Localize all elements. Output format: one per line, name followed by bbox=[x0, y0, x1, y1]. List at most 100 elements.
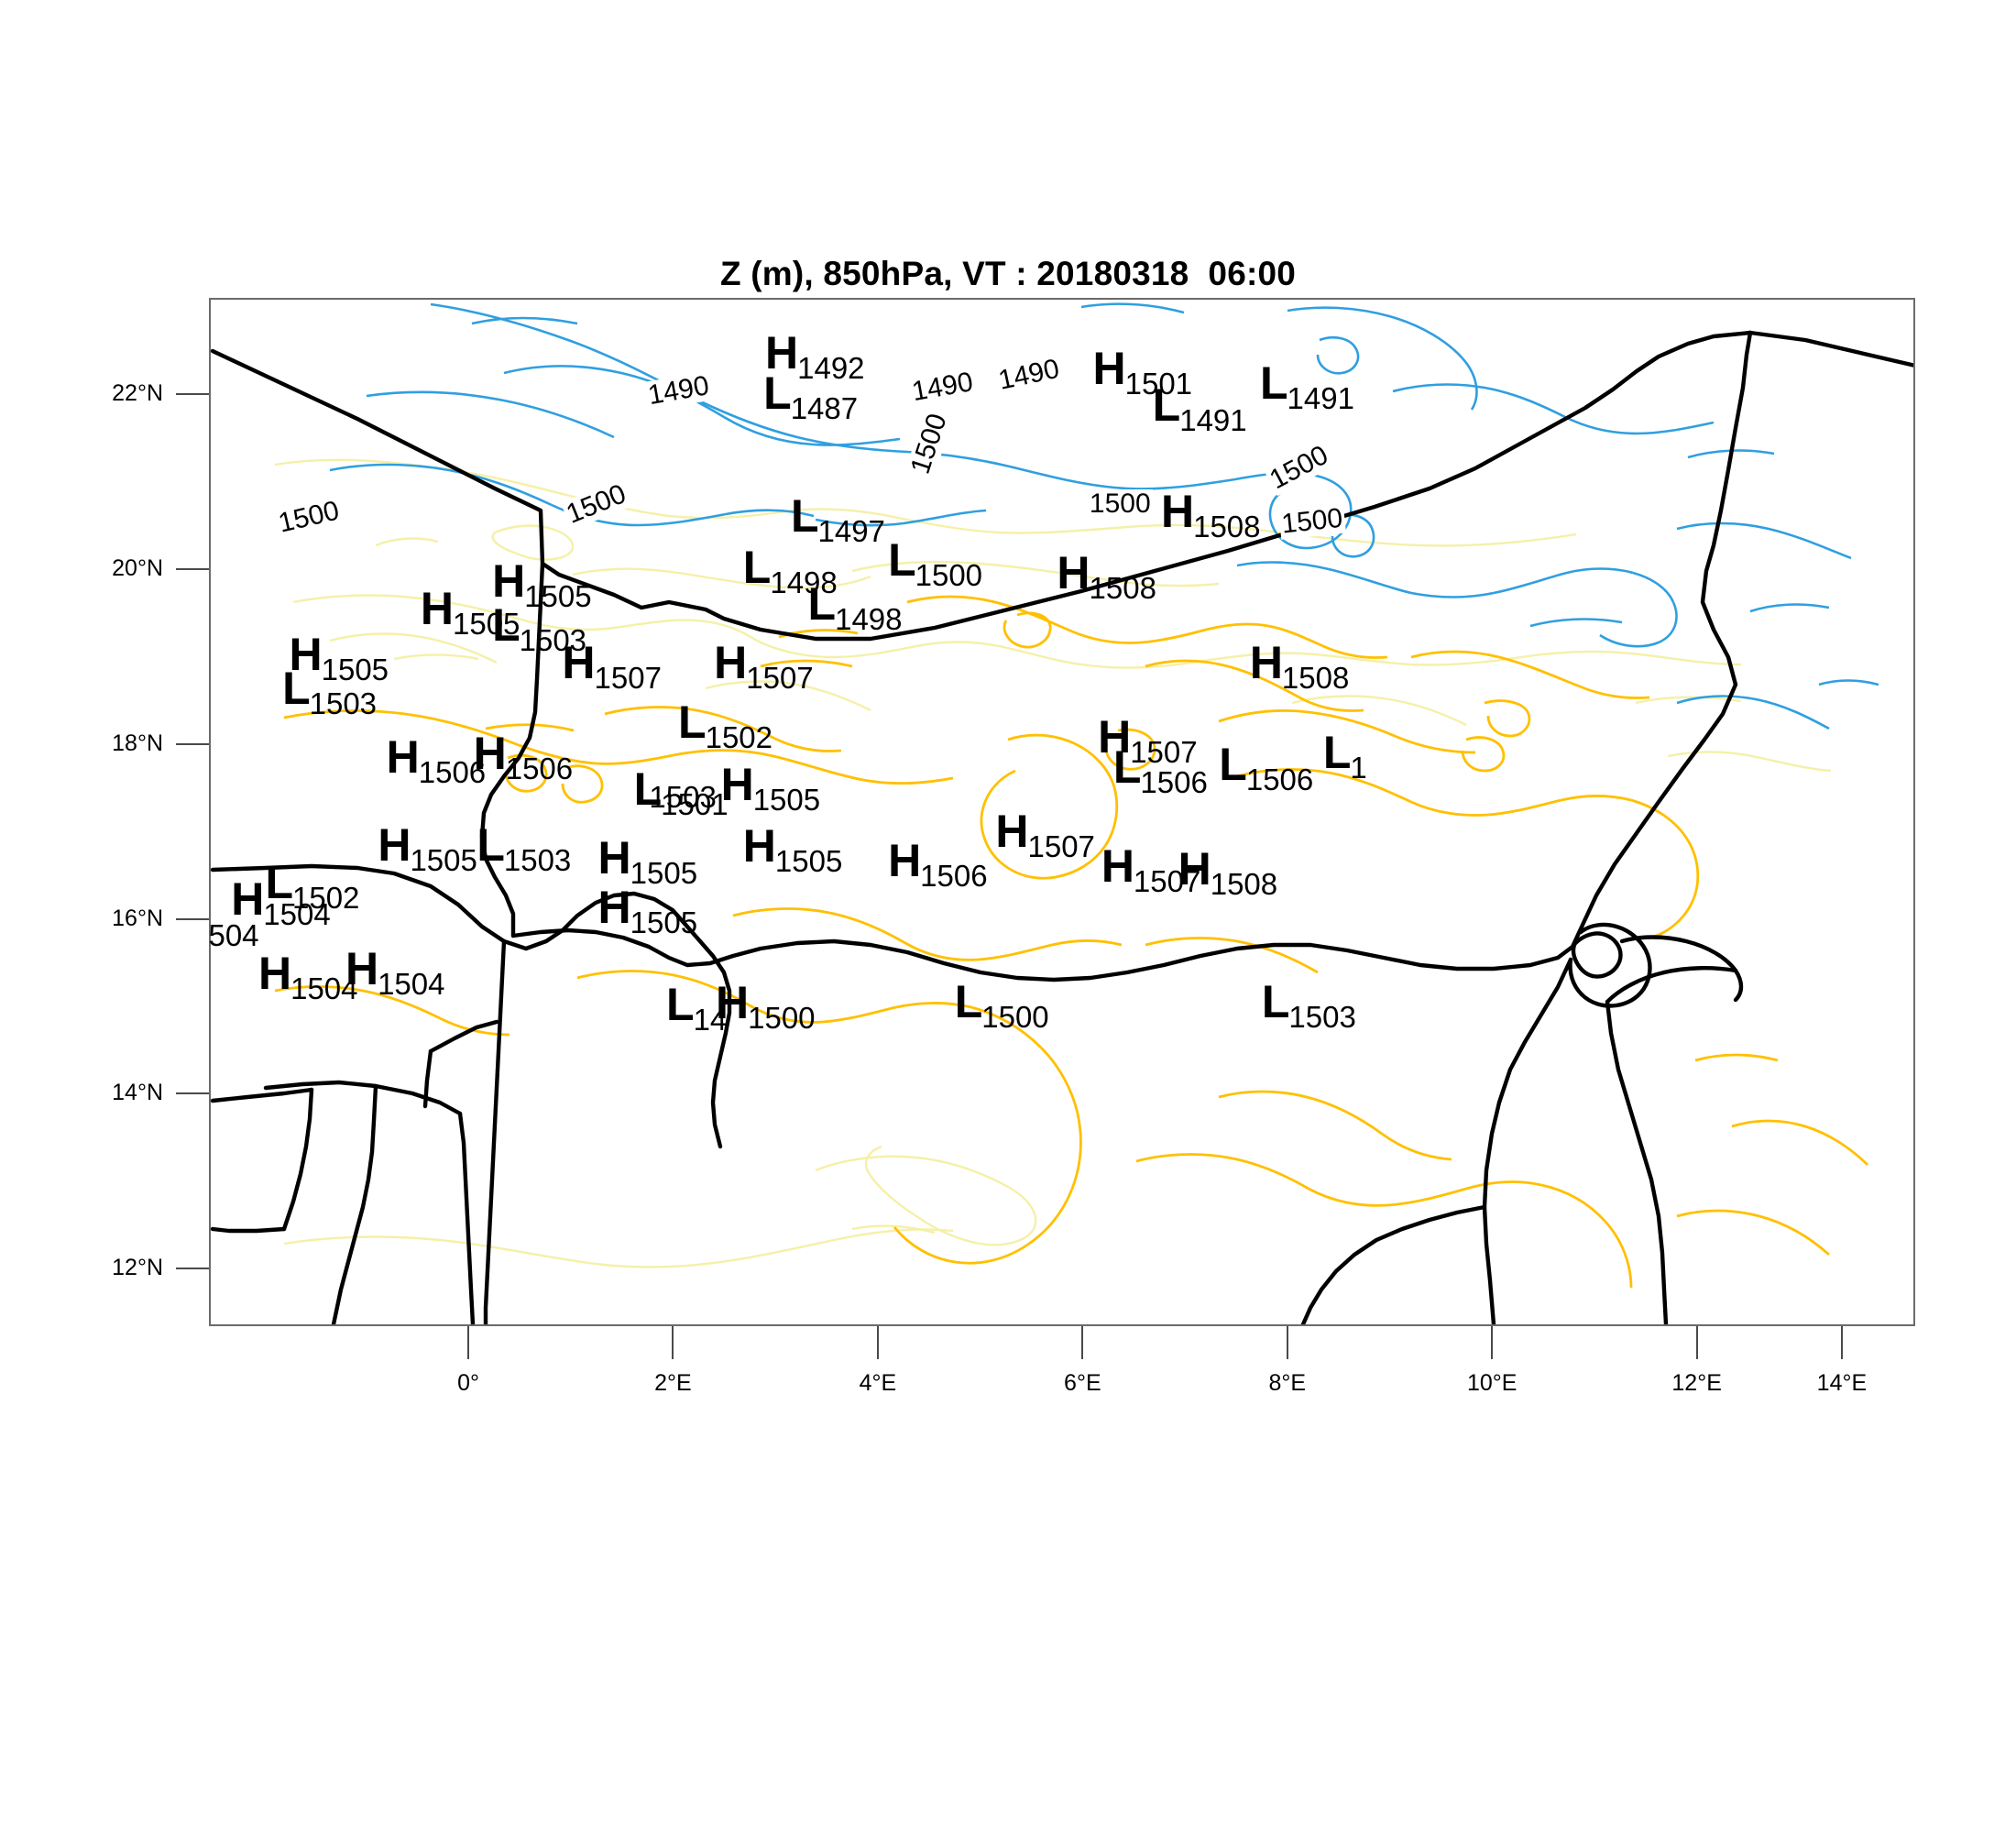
low-center-marker: L1491 bbox=[1152, 379, 1248, 435]
extremum-value: 1505 bbox=[752, 783, 821, 818]
y-axis-tick bbox=[176, 568, 209, 571]
extremum-value: 1507 bbox=[1027, 829, 1095, 863]
x-axis-tick-label: 8°E bbox=[1268, 1370, 1307, 1396]
high-center-marker: H1508 bbox=[1057, 550, 1157, 603]
high-symbol: H bbox=[492, 554, 526, 607]
extremum-value: 1506 bbox=[1140, 764, 1208, 799]
low-center-marker: L1503 bbox=[282, 662, 378, 719]
high-center-marker: H1507 bbox=[562, 636, 663, 693]
y-axis-tick bbox=[176, 393, 209, 396]
high-center-marker: H1506 bbox=[888, 838, 989, 891]
map-annotations-layer: 1490 1490 1490 1500 1500 1500 1500 1500 1500 H149… bbox=[209, 298, 1915, 1326]
extremum-value: 1504 bbox=[209, 918, 259, 953]
low-symbol: L bbox=[633, 763, 663, 815]
high-center-marker: H1501 bbox=[1092, 342, 1194, 399]
page-title: Z (m), 850hPa, VT : 20180318 06:00 bbox=[719, 255, 1297, 292]
extremum-value: 1508 bbox=[1281, 660, 1350, 695]
x-axis-tick bbox=[1491, 1326, 1494, 1359]
map-plot-area bbox=[209, 298, 1915, 1326]
low-symbol: L bbox=[1261, 975, 1290, 1027]
high-symbol: H bbox=[1160, 485, 1195, 537]
low-center-marker: L1497 bbox=[790, 490, 886, 546]
y-axis-tick bbox=[176, 742, 209, 745]
extremum-value: 1503 bbox=[519, 623, 587, 658]
low-center-marker: L1503 bbox=[492, 599, 587, 655]
extremum-value: 1505 bbox=[410, 843, 477, 878]
high-symbol: H bbox=[714, 636, 748, 688]
high-symbol: H bbox=[257, 948, 292, 1000]
low-symbol: L bbox=[477, 819, 505, 872]
x-axis-tick-label: 0° bbox=[457, 1370, 479, 1396]
low-center-marker: L1502 bbox=[678, 696, 773, 752]
high-symbol: H bbox=[473, 728, 507, 780]
low-symbol: L bbox=[678, 696, 707, 748]
extremum-value: 1506 bbox=[418, 754, 487, 789]
extremum-value: 1503 bbox=[503, 843, 572, 878]
x-axis-tick bbox=[876, 1326, 879, 1359]
high-center-marker: H1505 bbox=[378, 819, 478, 875]
extremum-value: 1507 bbox=[1130, 735, 1198, 770]
low-center-marker: L1500 bbox=[954, 975, 1050, 1032]
low-symbol: L bbox=[790, 490, 819, 543]
extremum-partial-label: 1503 bbox=[649, 780, 717, 815]
high-center-marker: H1507 bbox=[714, 636, 815, 693]
contour-value-label: 1490 bbox=[993, 354, 1064, 397]
low-center-marker: L1500 bbox=[888, 537, 983, 590]
map-canvas bbox=[211, 302, 1913, 1324]
low-center-marker: L1491 bbox=[1259, 357, 1355, 413]
low-symbol: L bbox=[954, 975, 983, 1027]
low-symbol: L bbox=[492, 599, 520, 652]
extremum-value: 1502 bbox=[291, 880, 360, 915]
contour-value-label: 1490 bbox=[908, 366, 978, 408]
y-axis-tick bbox=[176, 1268, 209, 1270]
x-axis-tick-label: 10°E bbox=[1466, 1370, 1517, 1396]
low-symbol: L bbox=[1259, 357, 1288, 410]
extremum-value: 1505 bbox=[321, 652, 389, 686]
high-symbol: H bbox=[1249, 636, 1283, 688]
high-symbol: H bbox=[1101, 840, 1134, 892]
low-symbol: L bbox=[763, 367, 792, 419]
high-center-marker: H1504 bbox=[257, 948, 359, 1004]
contour-value-label: 1500 bbox=[1278, 503, 1347, 541]
extremum-value: 1505 bbox=[774, 844, 843, 879]
high-center-marker: H1504 bbox=[345, 946, 446, 999]
high-center-marker: H1508 bbox=[1178, 843, 1279, 899]
y-axis-tick-label: 22°N bbox=[112, 380, 163, 407]
low-symbol: L bbox=[1322, 727, 1352, 779]
high-symbol: H bbox=[1178, 843, 1211, 895]
low-symbol: L bbox=[1112, 741, 1142, 793]
contour-1500-pale bbox=[274, 458, 1832, 1268]
low-symbol: L bbox=[1219, 738, 1247, 790]
low-center-marker: L1506 bbox=[1112, 741, 1209, 797]
high-symbol: H bbox=[562, 636, 596, 688]
low-center-marker: L1498 bbox=[808, 581, 904, 634]
extremum-value: 1505 bbox=[630, 905, 698, 939]
low-center-marker: L1498 bbox=[743, 544, 838, 598]
high-symbol: H bbox=[995, 805, 1029, 857]
extremum-value: 1505 bbox=[452, 607, 520, 642]
high-symbol: H bbox=[231, 873, 265, 925]
x-axis-tick bbox=[672, 1326, 674, 1359]
high-symbol: H bbox=[378, 819, 411, 872]
contour-value-label: 1500 bbox=[904, 409, 953, 480]
low-symbol: L bbox=[666, 979, 695, 1031]
x-axis-tick-label: 6°E bbox=[1064, 1370, 1101, 1396]
extremum-value: 1503 bbox=[309, 686, 378, 720]
extremum-value: 1506 bbox=[1245, 762, 1314, 796]
x-axis-tick bbox=[1695, 1326, 1698, 1359]
extremum-value: 1487 bbox=[790, 390, 859, 425]
high-symbol: H bbox=[1092, 342, 1126, 394]
contour-value-label: 1500 bbox=[1263, 440, 1335, 497]
high-center-marker: H1508 bbox=[1160, 485, 1262, 542]
extremum-value: 1501 bbox=[661, 786, 729, 821]
contour-value-label: 1500 bbox=[1087, 488, 1153, 519]
high-symbol: H bbox=[420, 583, 454, 635]
high-symbol: H bbox=[716, 976, 750, 1028]
y-axis-tick bbox=[176, 917, 209, 920]
low-symbol: L bbox=[282, 662, 311, 714]
high-center-marker: H1505 bbox=[721, 762, 822, 815]
contour-value-label: 1500 bbox=[560, 478, 632, 532]
high-symbol: H bbox=[742, 820, 776, 873]
low-symbol: L bbox=[1152, 379, 1181, 431]
high-center-marker: H1507 bbox=[1098, 714, 1199, 767]
